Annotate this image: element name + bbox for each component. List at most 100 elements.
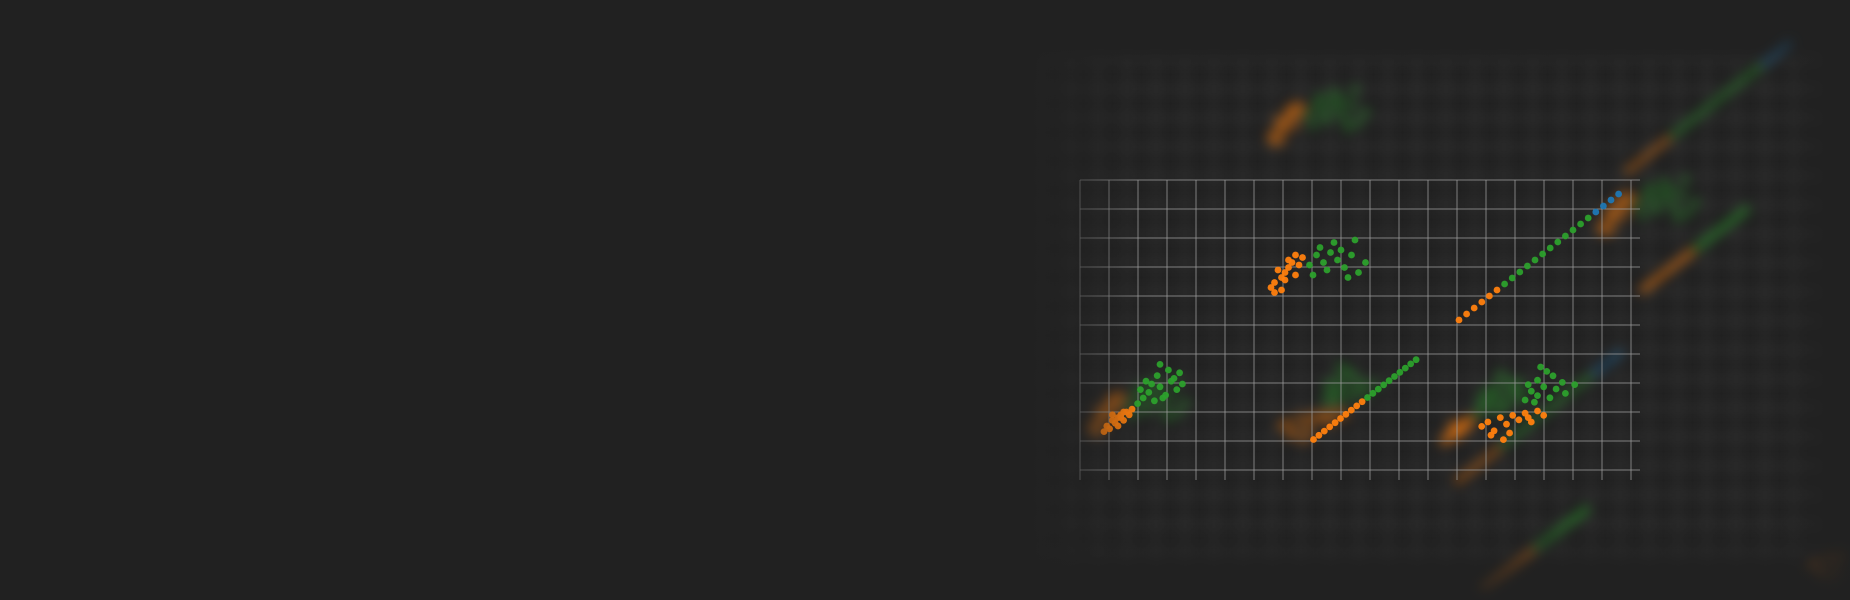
mark-point bbox=[1139, 394, 1147, 402]
mark-point bbox=[1470, 304, 1478, 312]
mark-point bbox=[1546, 394, 1554, 402]
mark-point bbox=[1114, 422, 1122, 430]
mark-point bbox=[1134, 400, 1141, 407]
mark-point bbox=[1100, 428, 1108, 435]
mark-point bbox=[1534, 376, 1541, 384]
mark-point bbox=[1358, 398, 1366, 406]
mark-point bbox=[1315, 431, 1323, 439]
mark-panel-3-2 bbox=[1310, 356, 1420, 443]
mark-point bbox=[1292, 271, 1299, 279]
mark-point bbox=[1306, 261, 1313, 269]
mark-point bbox=[1600, 202, 1607, 210]
mark-point bbox=[1309, 271, 1317, 279]
mark-point bbox=[1534, 407, 1541, 415]
mark-point bbox=[1531, 256, 1539, 264]
mark-point bbox=[1569, 226, 1577, 234]
mark-point bbox=[1552, 385, 1560, 393]
mark-point bbox=[1592, 208, 1600, 216]
mark-point bbox=[1156, 383, 1164, 391]
mark-point bbox=[1501, 280, 1508, 288]
mark-point bbox=[1326, 423, 1334, 431]
mark-point bbox=[1516, 268, 1524, 276]
mark-point bbox=[1527, 387, 1535, 395]
mark-point bbox=[1524, 381, 1532, 388]
mark-point bbox=[1179, 380, 1186, 388]
mark-point bbox=[1109, 411, 1116, 419]
mark-point bbox=[1156, 361, 1164, 368]
mark-point bbox=[1539, 250, 1546, 258]
mark-point bbox=[1546, 244, 1554, 252]
mark-point bbox=[1562, 390, 1569, 397]
mark-point bbox=[1508, 274, 1516, 282]
mark-point bbox=[1278, 286, 1285, 294]
mark-point bbox=[1486, 292, 1493, 300]
mark-point bbox=[1493, 286, 1501, 294]
mark-point bbox=[1151, 397, 1158, 405]
mark-point bbox=[1327, 249, 1334, 256]
mark-point bbox=[1534, 392, 1541, 399]
mark-point bbox=[1337, 415, 1344, 422]
mark-point bbox=[1577, 220, 1584, 228]
mark-panel-2-1 bbox=[1100, 361, 1186, 435]
mark-point bbox=[1584, 214, 1592, 222]
mark-point bbox=[1159, 394, 1167, 402]
mark-point bbox=[1153, 372, 1161, 379]
mark-point bbox=[1342, 410, 1350, 418]
mark-point bbox=[1341, 264, 1348, 271]
mark-point bbox=[1323, 266, 1331, 274]
mark-point bbox=[1176, 369, 1183, 377]
mark-point bbox=[1571, 381, 1579, 388]
mark-point bbox=[1173, 386, 1181, 393]
mark-point bbox=[1362, 259, 1369, 266]
mark-point bbox=[1509, 412, 1517, 419]
mark-point bbox=[1455, 316, 1463, 324]
mark-point bbox=[1463, 310, 1470, 318]
mark-point bbox=[1281, 276, 1289, 284]
mark-point bbox=[1540, 412, 1548, 419]
mark-point bbox=[1500, 436, 1507, 443]
mark-point bbox=[1285, 256, 1292, 264]
mark-point bbox=[1292, 251, 1299, 259]
mark-point bbox=[1128, 405, 1136, 413]
mark-point bbox=[1310, 436, 1317, 443]
mark-point bbox=[1320, 259, 1327, 266]
mark-point bbox=[1369, 389, 1377, 397]
mark-point bbox=[1137, 386, 1144, 393]
mark-point bbox=[1334, 256, 1341, 264]
mark-panel-3-3 bbox=[1478, 363, 1579, 443]
mark-point bbox=[1385, 377, 1393, 385]
mark-point bbox=[1355, 269, 1362, 276]
mark-point bbox=[1615, 190, 1622, 198]
mark-point bbox=[1145, 389, 1153, 396]
mark-point bbox=[1374, 385, 1382, 393]
mark-point bbox=[1537, 363, 1544, 371]
mark-point bbox=[1271, 289, 1278, 296]
mark-point bbox=[1170, 375, 1178, 382]
mark-point bbox=[1549, 372, 1557, 380]
mark-point bbox=[1524, 262, 1531, 270]
mark-point bbox=[1396, 368, 1404, 376]
mark-point bbox=[1506, 429, 1513, 437]
mark-point bbox=[1484, 418, 1492, 426]
mark-point bbox=[1165, 366, 1172, 374]
mark-point bbox=[1380, 381, 1388, 389]
mark-point bbox=[1478, 423, 1486, 430]
mark-point bbox=[1496, 414, 1504, 421]
mark-point bbox=[1521, 396, 1529, 404]
mark-point bbox=[1478, 298, 1486, 306]
mark-point bbox=[1295, 261, 1303, 269]
mark-point bbox=[1515, 416, 1523, 424]
mark-point bbox=[1320, 427, 1328, 435]
mark-point bbox=[1348, 251, 1355, 259]
mark-point bbox=[1391, 373, 1398, 380]
mark-point bbox=[1487, 431, 1495, 439]
mark-point bbox=[1407, 360, 1415, 368]
mark-point bbox=[1401, 364, 1409, 372]
mark-panel-2-3 bbox=[1455, 190, 1622, 324]
mark-point bbox=[1344, 274, 1352, 281]
mark-point bbox=[1351, 236, 1359, 244]
mark-point bbox=[1353, 402, 1361, 410]
